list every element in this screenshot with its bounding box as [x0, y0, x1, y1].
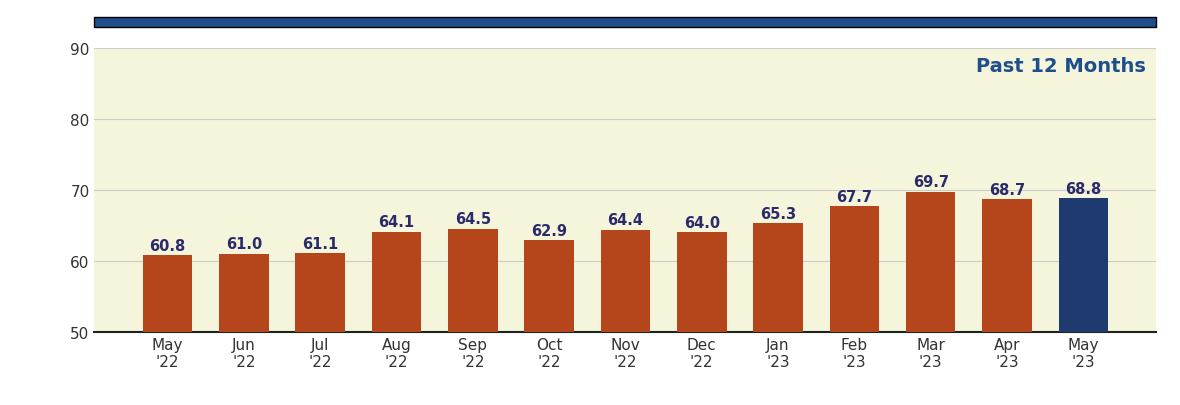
Text: 64.4: 64.4 — [608, 213, 643, 228]
Bar — [830, 207, 879, 332]
Bar — [448, 229, 498, 332]
Text: 68.8: 68.8 — [1066, 181, 1101, 196]
Text: 61.0: 61.0 — [225, 237, 262, 252]
Bar — [372, 232, 421, 332]
Bar — [219, 254, 269, 332]
Text: 65.3: 65.3 — [760, 206, 797, 221]
Bar — [1058, 199, 1108, 332]
Bar — [753, 224, 802, 332]
Text: 64.5: 64.5 — [454, 212, 491, 227]
Text: 64.1: 64.1 — [379, 215, 414, 230]
Text: 68.7: 68.7 — [989, 182, 1025, 197]
Bar — [295, 254, 345, 332]
Text: 62.9: 62.9 — [531, 223, 568, 238]
Text: 67.7: 67.7 — [837, 189, 872, 204]
Bar — [677, 233, 727, 332]
Text: 64.0: 64.0 — [683, 215, 720, 230]
Text: 61.1: 61.1 — [302, 236, 339, 251]
Text: Past 12 Months: Past 12 Months — [976, 57, 1146, 76]
Bar — [524, 241, 573, 332]
Bar — [601, 230, 650, 332]
Text: 69.7: 69.7 — [912, 175, 949, 190]
Bar — [982, 200, 1031, 332]
Bar — [143, 256, 192, 332]
Text: 60.8: 60.8 — [150, 238, 185, 253]
Bar — [906, 192, 956, 332]
